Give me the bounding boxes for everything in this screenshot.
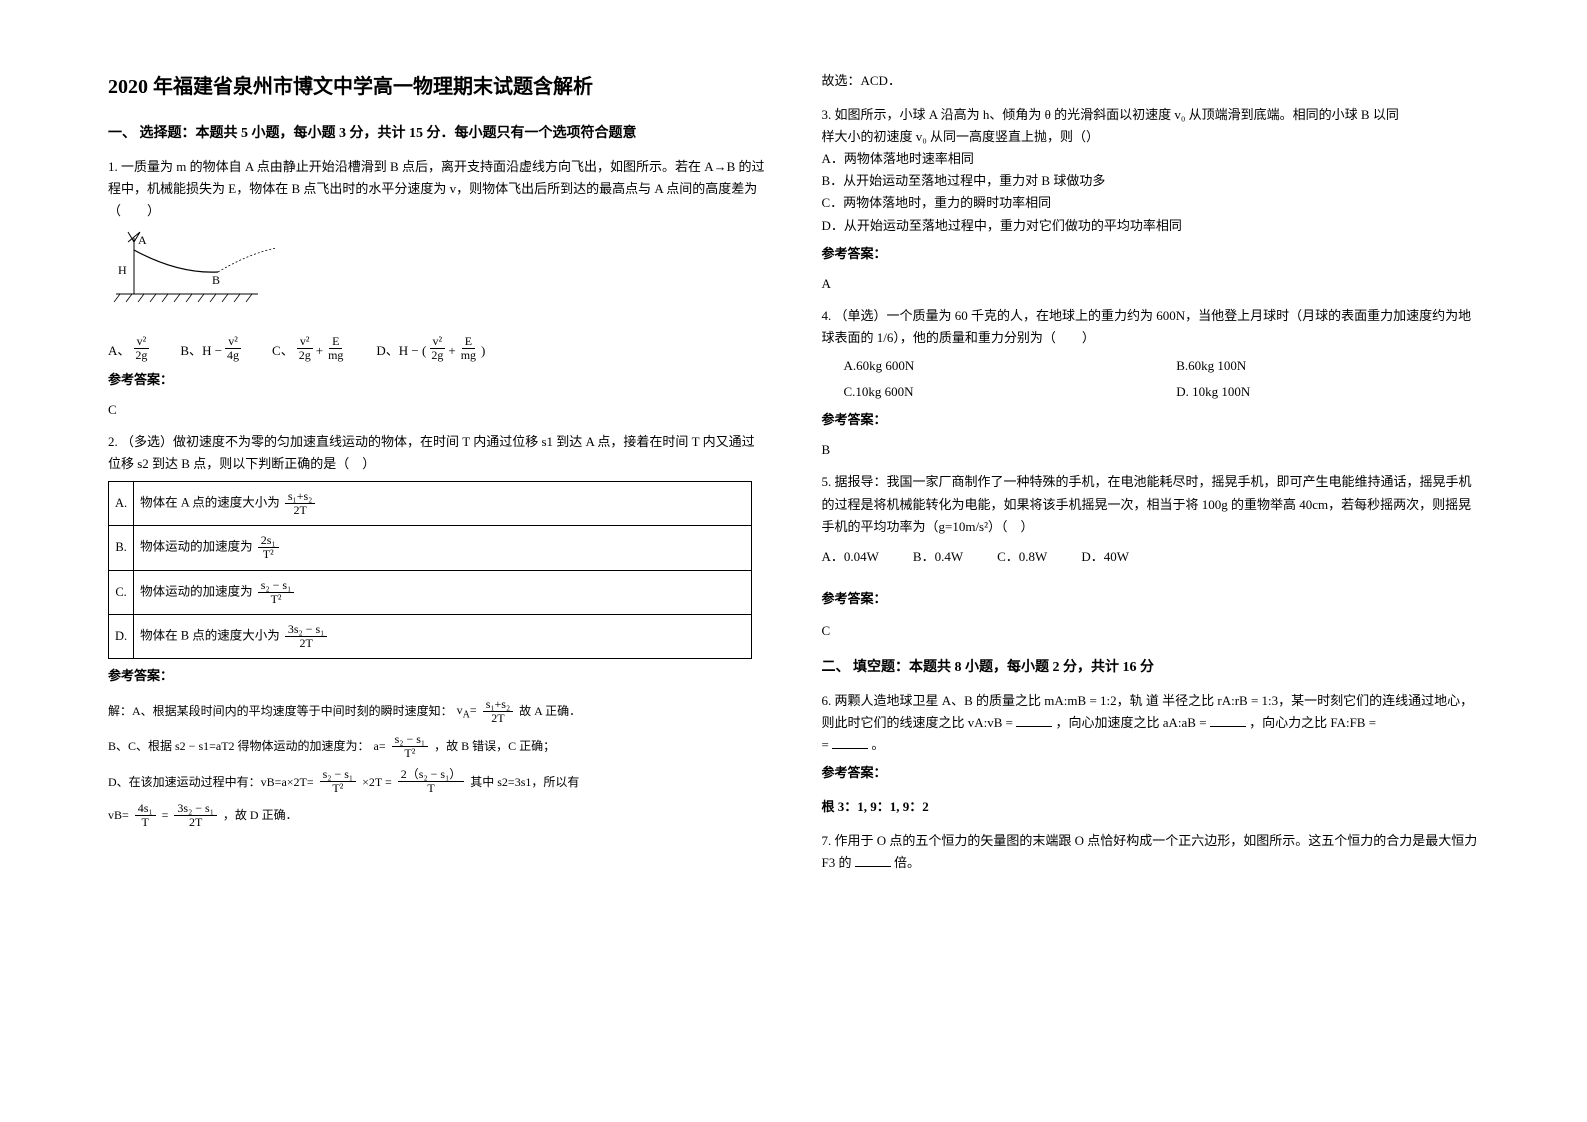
q2-exp-d2: vB= 4s₁T = 3s₂ − s₁2T ，故 D 正确． [108, 802, 766, 829]
q4-opt-c: C.10kg 600N [844, 381, 1147, 403]
q4-opt-d: D. 10kg 100N [1176, 381, 1479, 403]
table-row: B. 物体运动的加速度为 2s₁T² [109, 526, 752, 570]
question-2: 2. （多选）做初速度不为零的匀加速直线运动的物体，在时间 T 内通过位移 s1… [108, 431, 766, 829]
q3-stem1: 3. 如图所示，小球 A 沿高为 h、倾角为 θ 的光滑斜面以初速度 v₀ 从顶… [822, 104, 1480, 126]
q4-stem: 4. （单选）一个质量为 60 千克的人，在地球上的重力约为 600N，当他登上… [822, 305, 1480, 349]
q4-answer: B [822, 439, 1480, 461]
q2-exp-a: 解：A、根据某段时间内的平均速度等于中间时刻的瞬时速度知： vA= s₁+s₂2… [108, 698, 766, 725]
q5-answer-label: 参考答案： [822, 588, 1480, 610]
table-row: A. 物体在 A 点的速度大小为 s₁+s₂2T [109, 481, 752, 525]
q5-stem: 5. 据报导：我国一家厂商制作了一种特殊的手机，在电池能耗尽时，摇晃手机，即可产… [822, 471, 1480, 537]
left-column: 2020 年福建省泉州市博文中学高一物理期末试题含解析 一、 选择题：本题共 5… [90, 70, 794, 1082]
right-column: 故选：ACD． 3. 如图所示，小球 A 沿高为 h、倾角为 θ 的光滑斜面以初… [794, 70, 1498, 1082]
q2-conclusion: 故选：ACD． [822, 70, 1480, 92]
q3-opt-b: B．从开始运动至落地过程中，重力对 B 球做功多 [822, 170, 1480, 192]
q1-stem: 1. 一质量为 m 的物体自 A 点由静止开始沿槽滑到 B 点后，离开支持面沿虚… [108, 156, 766, 222]
q3-answer-label: 参考答案： [822, 243, 1480, 265]
q6-answer: 根 3：1, 9：1, 9：2 [822, 796, 1480, 818]
question-4: 4. （单选）一个质量为 60 千克的人，在地球上的重力约为 600N，当他登上… [822, 305, 1480, 462]
svg-text:A: A [138, 233, 147, 247]
section1-title: 一、 选择题：本题共 5 小题，每小题 3 分，共计 15 分．每小题只有一个选… [108, 122, 766, 146]
q6-answer-label: 参考答案： [822, 762, 1480, 784]
q5-opt-c: C．0.8W [997, 546, 1047, 568]
q3-opt-a: A．两物体落地时速率相同 [822, 148, 1480, 170]
q1-opt-c: C、 v²2g + Emg [272, 335, 348, 362]
blank [832, 736, 868, 749]
q2-answer-label: 参考答案： [108, 665, 766, 687]
q3-opt-c: C．两物体落地时，重力的瞬时功率相同 [822, 192, 1480, 214]
q2-stem: 2. （多选）做初速度不为零的匀加速直线运动的物体，在时间 T 内通过位移 s1… [108, 431, 766, 475]
page-title: 2020 年福建省泉州市博文中学高一物理期末试题含解析 [108, 70, 766, 104]
table-row: C. 物体运动的加速度为 s₂ − s₁T² [109, 570, 752, 614]
q7-stem-end: 倍。 [894, 855, 920, 870]
q2-exp-d1: D、在该加速运动过程中有：vB=a×2T= s₂ − s₁T² ×2T = 2（… [108, 768, 766, 795]
q6-stem-mid2: ，向心力之比 FA:FB = [1249, 715, 1376, 730]
question-5: 5. 据报导：我国一家厂商制作了一种特殊的手机，在电池能耗尽时，摇晃手机，即可产… [822, 471, 1480, 642]
q3-answer: A [822, 273, 1480, 295]
q1-diagram: A H B [108, 230, 766, 327]
blank [855, 854, 891, 867]
q2-exp-bc: B、C、根据 s2 − s1=aT2 得物体运动的加速度为： a= s₂ − s… [108, 733, 766, 760]
q1-options: A、 v²2g B、 H − v²4g C、 v²2g + Emg D、 H −… [108, 335, 766, 362]
question-6: 6. 两颗人造地球卫星 A、B 的质量之比 mA:mB = 1:2，轨 道 半径… [822, 690, 1480, 818]
q1-opt-a: A、 v²2g [108, 335, 152, 362]
q5-answer: C [822, 620, 1480, 642]
section2-title: 二、 填空题：本题共 8 小题，每小题 2 分，共计 16 分 [822, 656, 1480, 680]
q5-opt-d: D．40W [1081, 546, 1129, 568]
q1-opt-b: B、 H − v²4g [180, 335, 244, 362]
blank [1016, 714, 1052, 727]
q5-options: A．0.04W B．0.4W C．0.8W D．40W [822, 546, 1480, 568]
q6-stem-mid1: ，向心加速度之比 aA:aB = [1056, 715, 1210, 730]
q5-opt-b: B．0.4W [913, 546, 963, 568]
q5-opt-a: A．0.04W [822, 546, 879, 568]
q1-answer-label: 参考答案： [108, 369, 766, 391]
question-7: 7. 作用于 O 点的五个恒力的矢量图的末端跟 O 点恰好构成一个正六边形，如图… [822, 830, 1480, 874]
question-3: 3. 如图所示，小球 A 沿高为 h、倾角为 θ 的光滑斜面以初速度 v₀ 从顶… [822, 104, 1480, 295]
q6-stem-end: 。 [871, 737, 884, 752]
svg-text:B: B [212, 273, 220, 287]
q1-opt-d: D、 H − ( v²2g + Emg ) [376, 335, 485, 362]
q2-option-table: A. 物体在 A 点的速度大小为 s₁+s₂2T B. 物体运动的加速度为 2s… [108, 481, 752, 660]
svg-text:H: H [118, 263, 127, 277]
q4-opt-a: A.60kg 600N [844, 355, 1147, 377]
q4-answer-label: 参考答案： [822, 409, 1480, 431]
q4-opt-b: B.60kg 100N [1176, 355, 1479, 377]
q3-opt-d: D．从开始运动至落地过程中，重力对它们做功的平均功率相同 [822, 215, 1480, 237]
q3-stem2: 样大小的初速度 v₀ 从同一高度竖直上抛，则（） [822, 126, 1480, 148]
q1-answer: C [108, 399, 766, 421]
q4-options: A.60kg 600N B.60kg 100N C.10kg 600N D. 1… [844, 355, 1480, 403]
blank [1210, 714, 1246, 727]
question-1: 1. 一质量为 m 的物体自 A 点由静止开始沿槽滑到 B 点后，离开支持面沿虚… [108, 156, 766, 421]
table-row: D. 物体在 B 点的速度大小为 3s₂ − s₁2T [109, 615, 752, 659]
